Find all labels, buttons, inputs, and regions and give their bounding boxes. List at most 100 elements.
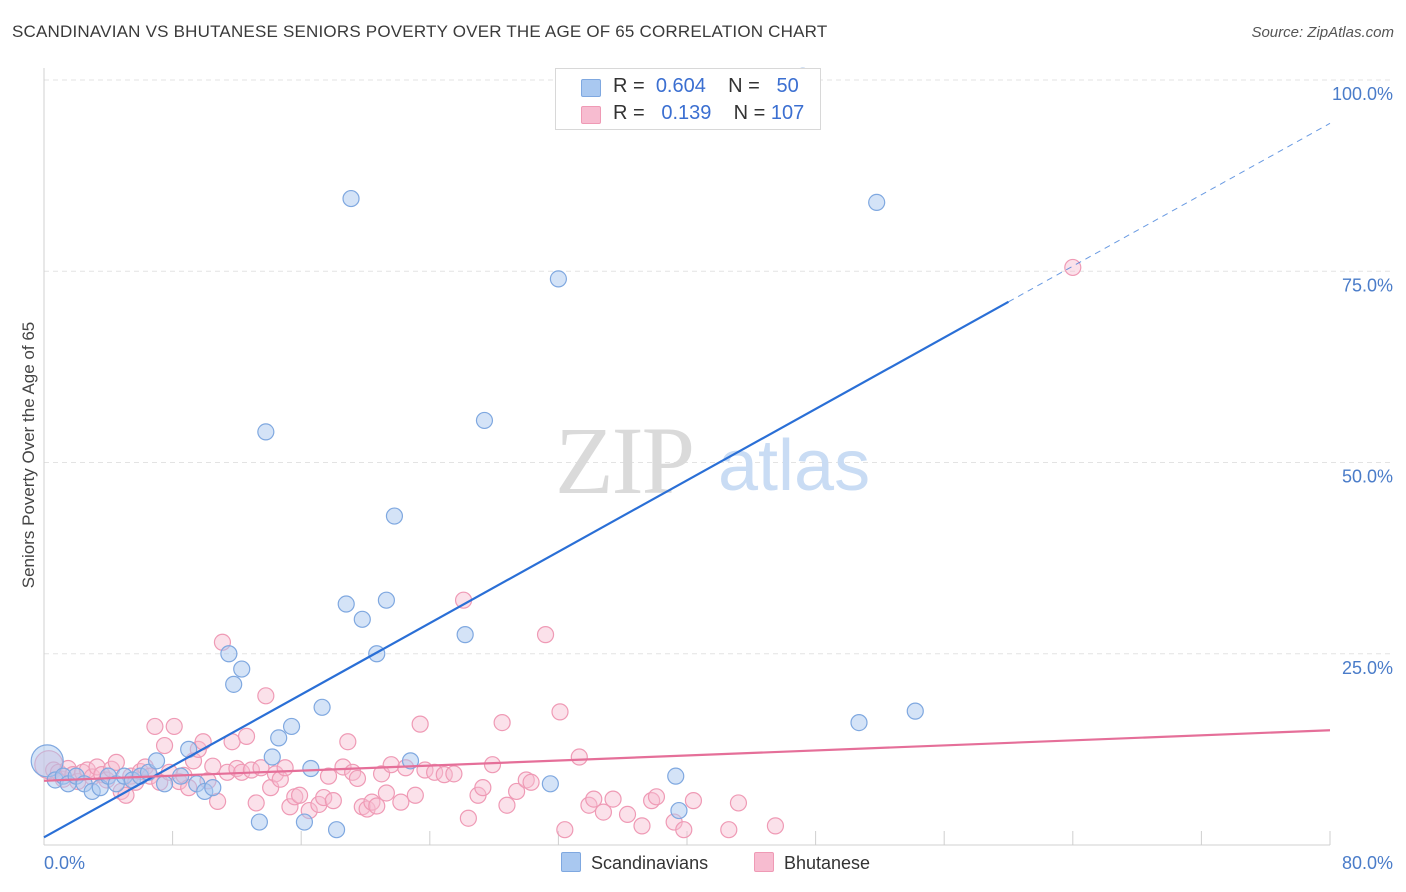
scandinavian-point — [327, 821, 346, 839]
y-tick-label: 25.0% — [1342, 658, 1393, 678]
scandinavian-point — [670, 801, 688, 820]
bhutanese-point — [237, 727, 256, 745]
scandinavian-trend-line — [43, 300, 1010, 839]
axes — [43, 68, 1331, 846]
chart-title: SCANDINAVIAN VS BHUTANESE SENIORS POVERT… — [12, 22, 828, 41]
n-label: N = — [733, 102, 766, 124]
bhutanese-point — [498, 796, 516, 814]
scandinavian-point — [342, 189, 360, 208]
bhutanese-point — [445, 765, 463, 783]
watermark: ZIP atlas — [555, 407, 870, 514]
legend-row-bhutanese: R = 0.139 N = 107 — [556, 102, 820, 129]
y-tick-labels: 100.0% 75.0% 50.0% 25.0% — [1332, 84, 1393, 678]
bhutanese-legend-label: Bhutanese — [784, 853, 871, 873]
bhutanese-point — [508, 782, 526, 801]
scandinavian-point — [475, 411, 494, 430]
scandinavian-point — [906, 702, 924, 720]
scandinavian-point — [456, 626, 474, 644]
bhutanese-point — [647, 788, 666, 806]
x-tick-labels: 0.0% 80.0% — [44, 853, 1393, 873]
scandinavian-trend-extension — [1008, 122, 1331, 303]
r-label: R = — [613, 75, 645, 97]
scandinavian-point — [302, 759, 320, 778]
legend-row-scandinavians: R = 0.604 N = 50 — [556, 75, 820, 102]
bhutanese-point — [165, 717, 183, 736]
bhutanese-point — [334, 758, 352, 776]
bhutanese-point — [585, 790, 603, 808]
bhutanese-point — [406, 786, 424, 804]
bhutanese-point — [474, 779, 492, 797]
bhutanese-point — [348, 769, 367, 788]
scandinavian-point — [225, 675, 243, 693]
scandinavian-point — [263, 748, 281, 766]
n-value-bhutanese: 107 — [770, 102, 805, 124]
bhutanese-point — [684, 792, 703, 810]
bhutanese-point — [146, 717, 164, 736]
y-tick-label: 50.0% — [1342, 467, 1393, 487]
scandinavian-point — [313, 698, 331, 716]
bhutanese-point — [266, 765, 285, 783]
bhutanese-point — [319, 767, 338, 785]
n-value-scandinavians: 50 — [776, 75, 799, 97]
trend-lines — [43, 122, 1331, 839]
scandinavian-point — [337, 595, 355, 613]
n-label: N = — [728, 75, 760, 97]
scandinavian-point — [220, 645, 238, 663]
bhutanese-point — [324, 792, 342, 810]
bhutanese-point — [675, 821, 693, 839]
y-tick-label: 100.0% — [1332, 84, 1393, 104]
bhutanese-point — [483, 756, 502, 774]
bhutanese-point — [377, 784, 395, 802]
legend-item-scandinavians: Scandinavians — [561, 852, 708, 874]
bhutanese-point — [522, 773, 540, 791]
bhutanese-point — [339, 733, 357, 751]
bhutanese-point — [459, 809, 477, 827]
bhutanese-point — [315, 788, 333, 807]
scandinavian-point — [295, 813, 314, 831]
bhutanese-point — [290, 786, 309, 804]
bhutanese-point — [392, 793, 410, 811]
bhutanese-point — [107, 753, 125, 771]
scandinavian-point — [868, 193, 886, 211]
bhutanese-point — [556, 821, 574, 839]
scandinavians-swatch — [581, 79, 601, 97]
scandinavians-legend-label: Scandinavians — [591, 853, 709, 873]
bhutanese-point — [411, 715, 429, 733]
bhutanese-point — [551, 703, 569, 721]
scandinavian-point — [155, 775, 174, 793]
bhutanese-point — [729, 794, 748, 812]
bhutanese-swatch — [581, 106, 601, 124]
scandinavian-point — [667, 767, 685, 785]
scandinavian-point — [147, 752, 166, 770]
bhutanese-point — [155, 736, 174, 755]
bhutanese-trend-line — [43, 729, 1331, 782]
bhutanese-point — [247, 794, 265, 812]
watermark-atlas: atlas — [718, 426, 870, 506]
r-value-scandinavians: 0.604 — [655, 75, 706, 97]
legend-item-bhutanese: Bhutanese — [754, 852, 870, 874]
scandinavian-point — [549, 270, 568, 288]
bhutanese-point — [276, 759, 294, 777]
bhutanese-point — [281, 798, 299, 816]
bhutanese-point — [194, 733, 212, 751]
scandinavian-point — [257, 423, 275, 441]
bhutanese-point — [257, 687, 275, 705]
bhutanese-point — [633, 817, 651, 835]
scandinavian-point — [250, 813, 269, 831]
bhutanese-point — [766, 817, 785, 835]
bhutanese-point — [1064, 258, 1082, 277]
bhutanese-point — [604, 790, 622, 808]
scandinavian-point — [30, 744, 64, 778]
bhutanese-point — [493, 713, 511, 732]
watermark-zip: ZIP — [555, 407, 693, 514]
bhutanese-point — [368, 797, 386, 815]
scandinavian-point — [204, 779, 222, 797]
bhutanese-point — [618, 805, 637, 824]
r-label: R = — [613, 102, 645, 124]
x-tick-label: 0.0% — [44, 853, 85, 873]
correlation-legend: R = 0.604 N = 50 R = 0.139 N = 107 — [555, 68, 821, 130]
scandinavian-point — [282, 717, 301, 736]
scandinavian-point — [233, 660, 251, 678]
scandinavian-point — [850, 713, 868, 732]
